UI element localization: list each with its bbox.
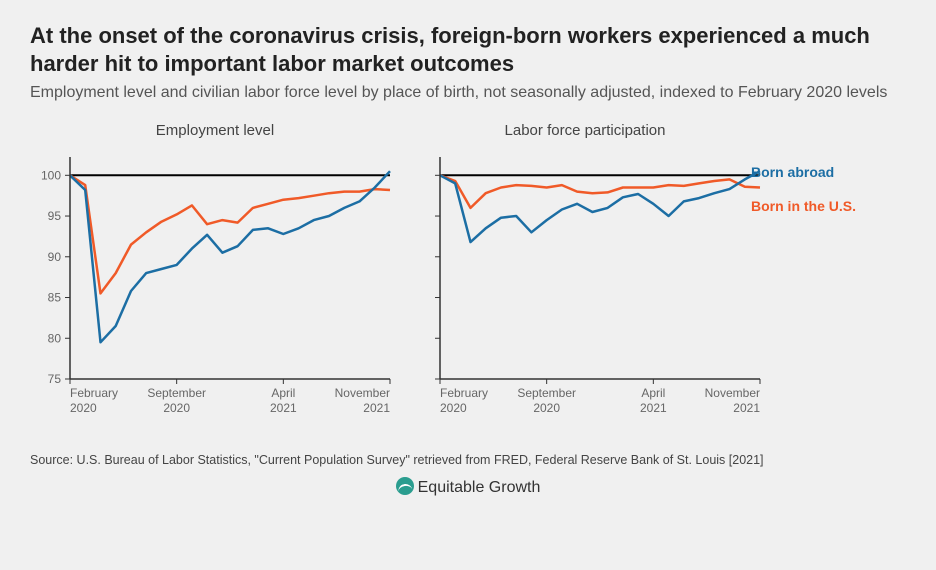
legend: Born abroad Born in the U.S. [751, 164, 856, 214]
x-tick-label: September [147, 386, 206, 400]
chart-svg: February2020September2020April2021Novemb… [400, 145, 770, 425]
x-tick-label: April [641, 386, 665, 400]
source-note: Source: U.S. Bureau of Labor Statistics,… [30, 453, 906, 467]
brand-text: Equitable Growth [418, 479, 541, 496]
x-tick-label: September [517, 386, 576, 400]
chart-subtitle: Employment level and civilian labor forc… [30, 83, 906, 104]
x-tick-label: November [335, 386, 390, 400]
chart-svg: 7580859095100February2020September2020Ap… [30, 145, 400, 425]
y-tick-label: 90 [48, 250, 62, 264]
x-tick-label: November [705, 386, 760, 400]
x-tick-year: 2020 [163, 401, 190, 415]
x-tick-year: 2020 [533, 401, 560, 415]
x-tick-year: 2021 [640, 401, 667, 415]
x-tick-year: 2020 [440, 401, 467, 415]
y-tick-label: 100 [41, 168, 61, 182]
brand-icon [396, 477, 414, 495]
legend-born-abroad: Born abroad [751, 164, 856, 180]
x-tick-year: 2021 [363, 401, 390, 415]
x-tick-label: February [440, 386, 488, 400]
brand-footer: Equitable Growth [30, 477, 906, 497]
panel-title: Employment level [30, 122, 400, 139]
x-tick-label: February [70, 386, 118, 400]
x-tick-label: April [271, 386, 295, 400]
chart-title: At the onset of the coronavirus crisis, … [30, 22, 906, 77]
x-tick-year: 2021 [270, 401, 297, 415]
legend-born-us: Born in the U.S. [751, 198, 856, 214]
panel-labor-force: Labor force participationFebruary2020Sep… [400, 122, 770, 425]
y-tick-label: 85 [48, 290, 62, 304]
y-tick-label: 95 [48, 209, 62, 223]
x-tick-year: 2021 [733, 401, 760, 415]
series-born-abroad [70, 171, 390, 342]
page-root: At the onset of the coronavirus crisis, … [0, 0, 936, 570]
panel-title: Labor force participation [400, 122, 770, 139]
series-born-us [70, 175, 390, 293]
panel-employment: Employment level7580859095100February202… [30, 122, 400, 425]
x-tick-year: 2020 [70, 401, 97, 415]
y-tick-label: 75 [48, 372, 62, 386]
charts-row: Employment level7580859095100February202… [30, 122, 906, 425]
y-tick-label: 80 [48, 331, 62, 345]
series-born-us [440, 175, 760, 208]
